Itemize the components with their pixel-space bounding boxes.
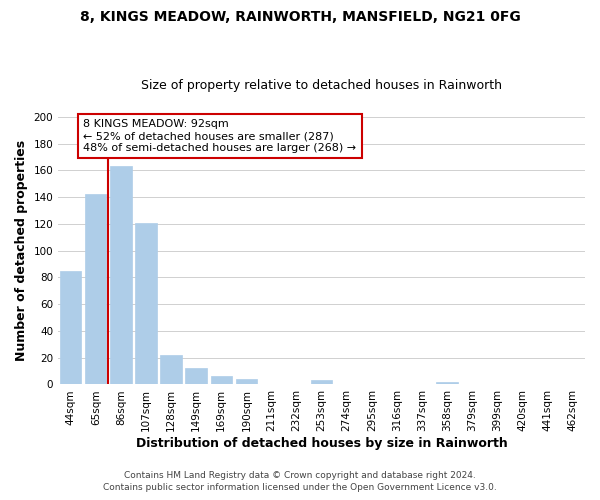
Bar [160,355,182,384]
Bar [85,194,106,384]
Bar [236,379,257,384]
Text: Contains HM Land Registry data © Crown copyright and database right 2024.
Contai: Contains HM Land Registry data © Crown c… [103,471,497,492]
Bar [110,166,131,384]
Bar [185,368,207,384]
Bar [436,382,458,384]
Bar [60,270,82,384]
X-axis label: Distribution of detached houses by size in Rainworth: Distribution of detached houses by size … [136,437,508,450]
Text: 8, KINGS MEADOW, RAINWORTH, MANSFIELD, NG21 0FG: 8, KINGS MEADOW, RAINWORTH, MANSFIELD, N… [80,10,520,24]
Bar [311,380,332,384]
Text: 8 KINGS MEADOW: 92sqm
← 52% of detached houses are smaller (287)
48% of semi-det: 8 KINGS MEADOW: 92sqm ← 52% of detached … [83,120,356,152]
Bar [136,222,157,384]
Bar [211,376,232,384]
Y-axis label: Number of detached properties: Number of detached properties [15,140,28,361]
Title: Size of property relative to detached houses in Rainworth: Size of property relative to detached ho… [141,79,502,92]
